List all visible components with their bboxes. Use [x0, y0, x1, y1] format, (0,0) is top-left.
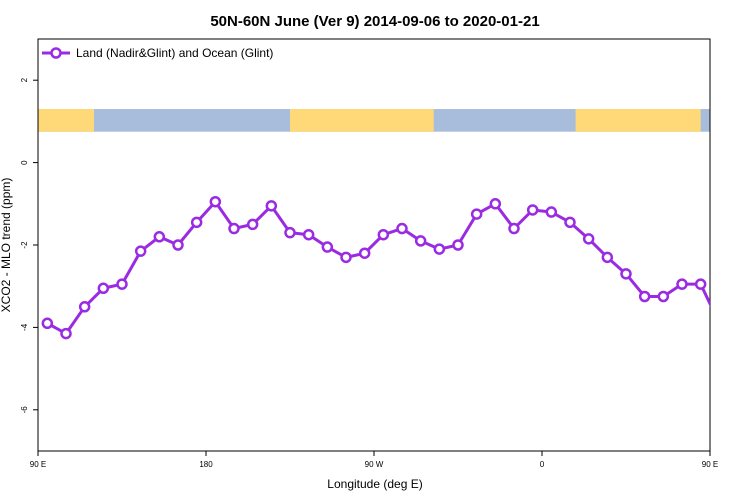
data-point [414, 235, 427, 247]
data-point [284, 226, 296, 239]
data-point [489, 198, 502, 210]
data-point [302, 228, 315, 241]
x-tick-label: 90 E [702, 460, 718, 469]
series-layer [41, 195, 743, 340]
data-point [60, 327, 72, 340]
series-line [46, 200, 710, 336]
data-point [470, 208, 483, 220]
data-point [508, 222, 520, 235]
data-point [452, 239, 464, 251]
data-point [340, 251, 352, 264]
data-point [545, 206, 558, 218]
data-point [396, 222, 408, 235]
world-map-band [38, 109, 710, 132]
data-point [78, 301, 91, 313]
y-tick-label: 0 [20, 160, 29, 165]
legend-label: Land (Nadir&Glint) and Ocean (Glint) [76, 46, 273, 60]
data-point [582, 233, 595, 245]
data-point [526, 204, 539, 216]
map-land-europe-asia [575, 109, 701, 132]
map-land-eurasia [38, 109, 94, 132]
data-point [209, 195, 222, 208]
data-point [246, 218, 259, 231]
x-tick-label: 0 [540, 460, 545, 469]
data-point [228, 222, 240, 235]
data-point [190, 216, 203, 229]
data-point [734, 329, 743, 338]
y-tick-label: 2 [20, 77, 29, 82]
legend: Land (Nadir&Glint) and Ocean (Glint) [42, 46, 273, 60]
y-tick-label: -2 [20, 241, 29, 249]
y-axis: 2 0 -2 -4 -6 [20, 77, 38, 413]
data-point [153, 231, 166, 243]
data-point [657, 290, 670, 303]
x-axis-label: Longitude (deg E) [327, 477, 422, 491]
legend-marker [50, 47, 62, 59]
y-axis-label: XCO2 - MLO trend (ppm) [0, 178, 13, 313]
data-point [41, 317, 54, 330]
data-point [638, 290, 651, 303]
y-tick-label: -6 [20, 406, 29, 414]
data-point [134, 245, 147, 257]
data-point [116, 278, 128, 290]
data-point [715, 319, 724, 328]
x-tick-label: 180 [199, 460, 213, 469]
data-point [694, 278, 707, 290]
data-point [564, 216, 576, 229]
data-point [358, 247, 371, 259]
x-tick-label: 90 W [365, 460, 384, 469]
data-point [620, 268, 632, 280]
data-point [377, 228, 390, 241]
data-point [433, 243, 446, 255]
data-point [601, 251, 614, 264]
chart-title: 50N-60N June (Ver 9) 2014-09-06 to 2020-… [210, 13, 539, 30]
data-point [265, 200, 278, 212]
data-point [321, 241, 334, 253]
x-axis: 90 E 180 90 W 0 90 E [30, 451, 718, 469]
data-point [172, 239, 184, 251]
y-tick-label: -4 [20, 323, 29, 331]
x-tick-label: 90 E [30, 460, 46, 469]
data-point [676, 278, 688, 290]
data-point [97, 282, 110, 295]
map-land-americas [290, 109, 434, 132]
